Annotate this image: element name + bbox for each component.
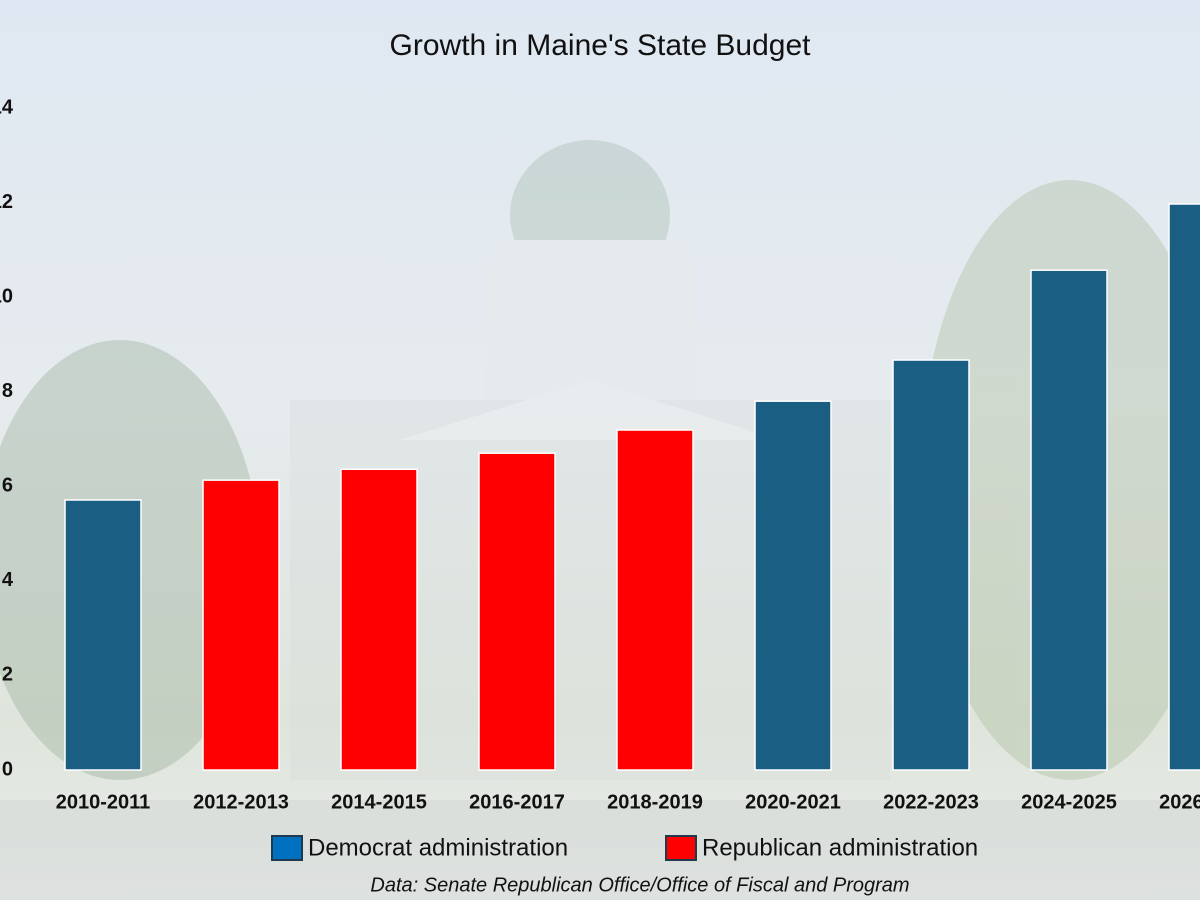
bar: [754, 400, 832, 771]
x-tick-label: 2024-2025: [1021, 791, 1117, 813]
legend-swatch: [665, 835, 697, 861]
source-note: Data: Senate Republican Office/Office of…: [370, 874, 909, 896]
x-tick-label: 2022-2023: [883, 791, 979, 813]
bar: [1168, 203, 1200, 771]
y-tick-label: 6: [2, 475, 13, 497]
y-tick-label: 2: [2, 664, 13, 686]
y-tick-label: 14: [0, 96, 14, 118]
x-tick-label: 2016-2017: [469, 791, 565, 813]
bar: [1030, 269, 1108, 771]
x-tick-label: 2018-2019: [607, 791, 703, 813]
bar: [202, 479, 280, 771]
legend-label: Republican administration: [702, 834, 978, 861]
bar: [340, 468, 418, 771]
bar: [616, 429, 694, 771]
y-tick-label: 4: [2, 569, 14, 591]
x-tick-label: 2020-2021: [745, 791, 841, 813]
x-tick-label: 2010-2011: [56, 791, 151, 813]
y-tick-label: 10: [0, 285, 13, 307]
bar: [478, 452, 556, 771]
y-tick-label: 12: [0, 191, 13, 213]
legend-label: Democrat administration: [308, 834, 568, 861]
chart-title: Growth in Maine's State Budget: [390, 29, 812, 62]
x-tick-label: 2012-2013: [193, 791, 289, 813]
x-tick-label: 2026-2027: [1159, 791, 1200, 813]
x-tick-label: 2014-2015: [331, 791, 427, 813]
y-tick-label: 0: [2, 758, 13, 780]
bar: [64, 499, 142, 771]
y-tick-label: 8: [2, 380, 13, 402]
legend-swatch: [271, 835, 303, 861]
bar: [892, 359, 970, 771]
